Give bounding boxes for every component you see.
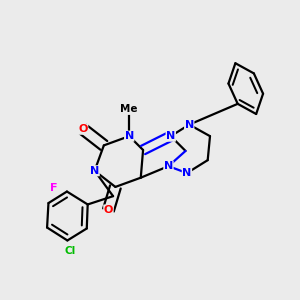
Text: N: N: [90, 166, 99, 176]
Text: N: N: [124, 131, 134, 141]
Text: O: O: [78, 124, 88, 134]
Text: N: N: [182, 168, 191, 178]
Text: Me: Me: [121, 104, 138, 114]
Text: O: O: [104, 205, 113, 215]
Text: N: N: [166, 131, 176, 141]
Text: N: N: [164, 161, 173, 171]
Text: F: F: [50, 183, 58, 193]
Text: N: N: [184, 120, 194, 130]
Text: Cl: Cl: [64, 246, 75, 256]
